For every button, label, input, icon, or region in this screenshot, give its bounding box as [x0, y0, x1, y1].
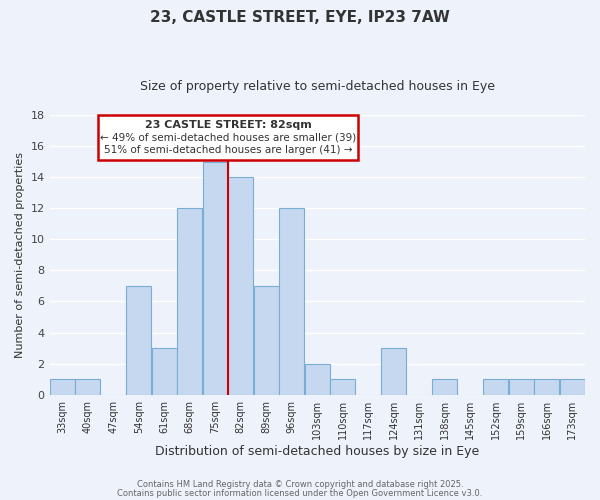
Bar — [76, 379, 100, 394]
Y-axis label: Number of semi-detached properties: Number of semi-detached properties — [15, 152, 25, 358]
Bar — [331, 379, 355, 394]
Bar — [127, 286, 151, 395]
Bar — [484, 379, 508, 394]
Title: Size of property relative to semi-detached houses in Eye: Size of property relative to semi-detach… — [140, 80, 495, 93]
X-axis label: Distribution of semi-detached houses by size in Eye: Distribution of semi-detached houses by … — [155, 444, 479, 458]
FancyBboxPatch shape — [98, 115, 358, 160]
Bar — [254, 286, 278, 395]
Bar — [382, 348, 406, 395]
Bar — [305, 364, 329, 394]
Bar — [280, 208, 304, 394]
Bar — [229, 177, 253, 394]
Text: Contains public sector information licensed under the Open Government Licence v3: Contains public sector information licen… — [118, 488, 482, 498]
Text: Contains HM Land Registry data © Crown copyright and database right 2025.: Contains HM Land Registry data © Crown c… — [137, 480, 463, 489]
Text: 23 CASTLE STREET: 82sqm: 23 CASTLE STREET: 82sqm — [145, 120, 311, 130]
Bar — [433, 379, 457, 394]
Bar — [560, 379, 584, 394]
Bar — [178, 208, 202, 394]
Text: ← 49% of semi-detached houses are smaller (39): ← 49% of semi-detached houses are smalle… — [100, 133, 356, 143]
Bar — [509, 379, 533, 394]
Bar — [152, 348, 176, 395]
Bar — [50, 379, 74, 394]
Text: 23, CASTLE STREET, EYE, IP23 7AW: 23, CASTLE STREET, EYE, IP23 7AW — [150, 10, 450, 25]
Bar — [203, 162, 227, 394]
Text: 51% of semi-detached houses are larger (41) →: 51% of semi-detached houses are larger (… — [104, 146, 352, 156]
Bar — [535, 379, 559, 394]
